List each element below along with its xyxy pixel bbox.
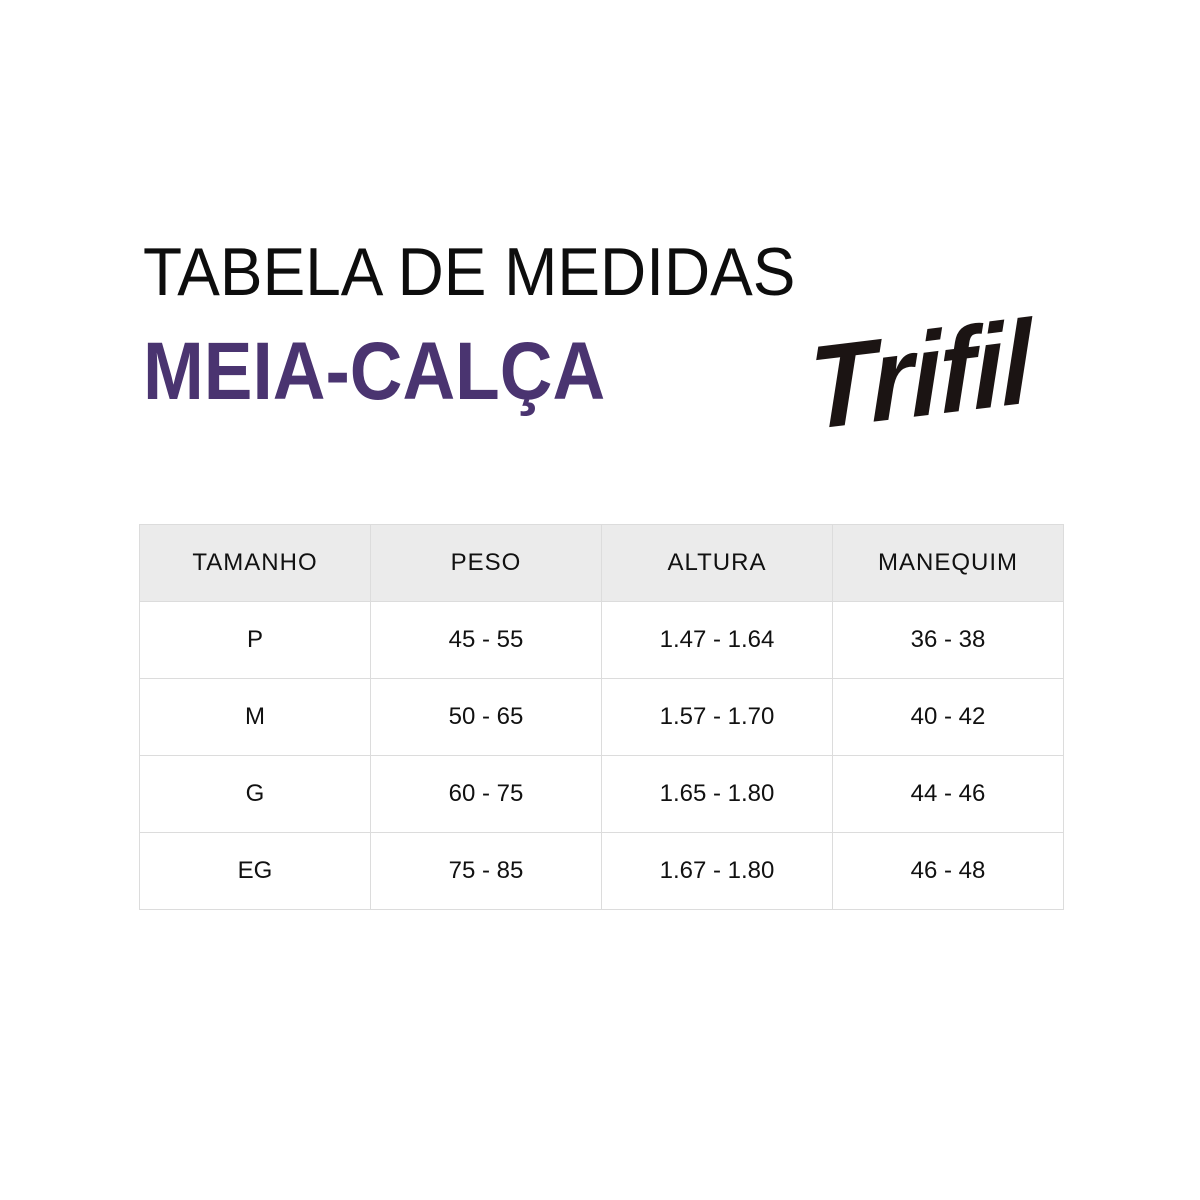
column-header-manequim: MANEQUIM: [832, 524, 1064, 602]
cell-altura: 1.65 - 1.80: [601, 755, 833, 833]
cell-peso: 75 - 85: [370, 832, 602, 910]
cell-altura: 1.67 - 1.80: [601, 832, 833, 910]
table-row: M 50 - 65 1.57 - 1.70 40 - 42: [139, 678, 1064, 756]
cell-peso: 45 - 55: [370, 601, 602, 679]
table-header-row: TAMANHO PESO ALTURA MANEQUIM: [139, 524, 1064, 602]
column-header-tamanho: TAMANHO: [139, 524, 371, 602]
page-title: TABELA DE MEDIDAS: [143, 234, 796, 310]
cell-manequim: 40 - 42: [832, 678, 1064, 756]
column-header-peso: PESO: [370, 524, 602, 602]
cell-tamanho: EG: [139, 832, 371, 910]
cell-manequim: 44 - 46: [832, 755, 1064, 833]
cell-peso: 60 - 75: [370, 755, 602, 833]
table-row: G 60 - 75 1.65 - 1.80 44 - 46: [139, 755, 1064, 833]
column-header-altura: ALTURA: [601, 524, 833, 602]
size-table: TAMANHO PESO ALTURA MANEQUIM P 45 - 55 1…: [139, 524, 1064, 910]
cell-altura: 1.47 - 1.64: [601, 601, 833, 679]
cell-tamanho: G: [139, 755, 371, 833]
trifil-logo: Trifil: [807, 295, 1031, 456]
cell-manequim: 36 - 38: [832, 601, 1064, 679]
cell-tamanho: M: [139, 678, 371, 756]
cell-manequim: 46 - 48: [832, 832, 1064, 910]
cell-tamanho: P: [139, 601, 371, 679]
cell-altura: 1.57 - 1.70: [601, 678, 833, 756]
table-row: EG 75 - 85 1.67 - 1.80 46 - 48: [139, 832, 1064, 910]
table-row: P 45 - 55 1.47 - 1.64 36 - 38: [139, 601, 1064, 679]
cell-peso: 50 - 65: [370, 678, 602, 756]
product-subtitle: MEIA-CALÇA: [143, 326, 606, 417]
